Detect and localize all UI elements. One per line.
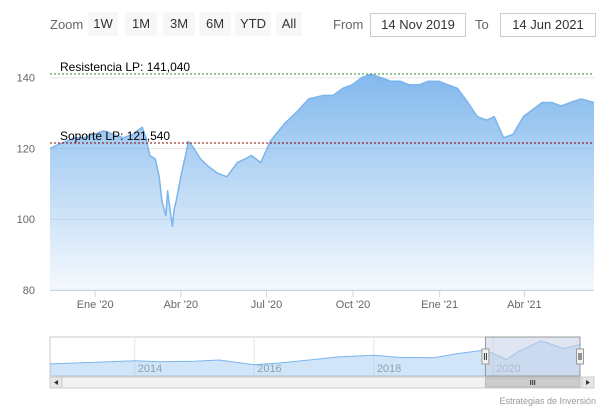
series-point <box>399 80 401 82</box>
series-point <box>427 80 429 82</box>
zoom-1m-button[interactable]: 1M <box>125 12 157 36</box>
from-label: From <box>333 17 364 32</box>
series-point <box>351 84 353 86</box>
series-point <box>308 98 310 100</box>
to-date-input[interactable]: 14 Jun 2021 <box>500 13 596 37</box>
y-tick-label: 80 <box>23 285 35 297</box>
series-point <box>593 101 595 103</box>
series-point <box>216 172 218 174</box>
series-point <box>250 154 252 156</box>
series-line <box>49 73 595 228</box>
series-point <box>560 105 562 107</box>
series-point <box>390 80 392 82</box>
series-point <box>447 84 449 86</box>
y-tick-label: 120 <box>17 143 35 155</box>
series-point <box>522 115 524 117</box>
scroll-right-arrow-icon <box>586 380 590 385</box>
zoom-all-button[interactable]: All <box>276 12 302 36</box>
zoom-6m-button[interactable]: 6M <box>199 12 231 36</box>
series-point <box>467 101 469 103</box>
series-point <box>180 176 182 178</box>
series-point <box>149 154 151 156</box>
to-label: To <box>475 17 489 32</box>
series-point <box>260 161 262 163</box>
series-point <box>580 98 582 100</box>
series-point <box>269 140 271 142</box>
series-point <box>193 147 195 149</box>
x-tick-label: Abr '20 <box>164 299 199 311</box>
navigator-year-label: 2014 <box>138 363 162 375</box>
navigator-year-label: 2018 <box>377 363 401 375</box>
series-point <box>244 158 246 160</box>
series-point <box>161 200 163 202</box>
navigator-year-label: 2016 <box>257 363 281 375</box>
series-point <box>175 200 177 202</box>
series-point <box>438 80 440 82</box>
y-tick-label: 140 <box>17 73 35 85</box>
x-tick-label: Ene '21 <box>421 299 458 311</box>
series-point <box>236 161 238 163</box>
resistance-label: Resistencia LP: 141,040 <box>60 60 190 74</box>
series-point <box>541 101 543 103</box>
x-tick-label: Oct '20 <box>336 299 371 311</box>
series-point <box>187 140 189 142</box>
series-point <box>168 204 170 206</box>
series-point <box>294 112 296 114</box>
series-point <box>184 154 186 156</box>
series-point <box>502 137 504 139</box>
series-point <box>332 94 334 96</box>
series-point <box>56 144 58 146</box>
navigator-left-handle[interactable] <box>481 348 490 365</box>
series-point <box>360 76 362 78</box>
series-point <box>166 190 168 192</box>
zoom-ytd-button[interactable]: YTD <box>235 12 271 36</box>
series-point <box>158 176 160 178</box>
series-point <box>550 101 552 103</box>
series-point <box>283 122 285 124</box>
series-point <box>456 87 458 89</box>
scroll-left-arrow-icon <box>54 380 58 385</box>
series-point <box>207 165 209 167</box>
zoom-3m-button[interactable]: 3M <box>163 12 195 36</box>
series-point <box>226 176 228 178</box>
series-point <box>408 84 410 86</box>
x-tick-label: Jul '20 <box>251 299 282 311</box>
series-point <box>498 126 500 128</box>
series-point <box>154 158 156 160</box>
zoom-1w-button[interactable]: 1W <box>88 12 118 36</box>
support-label: Soporte LP: 121,540 <box>60 129 170 143</box>
series-point <box>173 207 175 209</box>
series-point <box>493 115 495 117</box>
series-point <box>512 133 514 135</box>
navigator-area <box>50 340 580 376</box>
series-point <box>199 158 201 160</box>
navigator-selected-range[interactable] <box>484 336 581 377</box>
navigator-right-handle[interactable] <box>576 348 584 365</box>
series-point <box>380 76 382 78</box>
x-tick-label: Abr '21 <box>507 299 542 311</box>
from-date-input[interactable]: 14 Nov 2019 <box>370 13 466 37</box>
series-point <box>171 225 173 227</box>
series-point <box>569 101 571 103</box>
x-tick-label: Ene '20 <box>77 299 114 311</box>
y-tick-label: 100 <box>17 214 35 226</box>
series-area <box>50 74 594 290</box>
series-point <box>476 115 478 117</box>
series-point <box>418 84 420 86</box>
series-point <box>165 214 167 216</box>
credits[interactable]: Estrategias de Inversión <box>499 396 596 406</box>
series-point <box>342 87 344 89</box>
series-point <box>486 119 488 121</box>
zoom-label: Zoom <box>50 17 84 32</box>
series-point <box>323 94 325 96</box>
series-point <box>49 147 51 149</box>
series-point <box>532 108 534 110</box>
